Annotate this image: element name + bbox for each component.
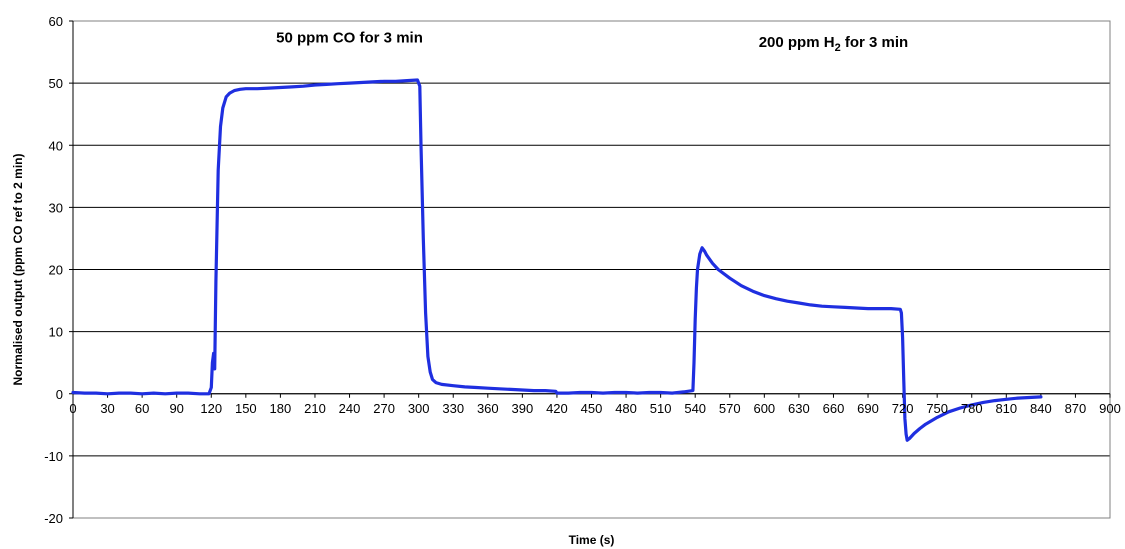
annotation-label: 200 ppm H2 for 3 min — [759, 34, 909, 54]
x-tick-label: 690 — [857, 401, 879, 416]
x-tick-label: 480 — [615, 401, 637, 416]
y-tick-label: -20 — [44, 511, 63, 526]
x-tick-label: 150 — [235, 401, 257, 416]
x-axis-title: Time (s) — [569, 533, 615, 547]
x-tick-label: 720 — [892, 401, 914, 416]
annotations: 50 ppm CO for 3 min 200 ppm H2 for 3 min — [276, 30, 908, 54]
x-tick-label: 570 — [719, 401, 741, 416]
x-tick-label: 660 — [823, 401, 845, 416]
x-tick-label: 390 — [512, 401, 534, 416]
x-tick-label: 870 — [1065, 401, 1087, 416]
y-tick-label: 30 — [49, 200, 63, 215]
series — [71, 78, 1043, 442]
x-tick-label: 840 — [1030, 401, 1052, 416]
y-tick-label: 20 — [49, 263, 63, 278]
y-axis-title: Normalised output (ppm CO ref to 2 min) — [11, 153, 25, 385]
x-tick-label: 30 — [100, 401, 114, 416]
x-tick-label: 330 — [442, 401, 464, 416]
y-tick-label: 0 — [56, 387, 63, 402]
series-line — [71, 78, 1043, 442]
x-tick-label: 450 — [581, 401, 603, 416]
x-tick-label: 780 — [961, 401, 983, 416]
x-tick-label: 750 — [926, 401, 948, 416]
x-tick-label: 120 — [200, 401, 222, 416]
y-tick-label: 50 — [49, 76, 63, 91]
x-tick-label: 240 — [339, 401, 361, 416]
x-tick-label: 420 — [546, 401, 568, 416]
x-tick-label: 60 — [135, 401, 149, 416]
x-tick-label: 360 — [477, 401, 499, 416]
x-tick-label: 270 — [373, 401, 395, 416]
x-tick-label: 180 — [270, 401, 292, 416]
x-tick-label: 210 — [304, 401, 326, 416]
y-tick-label: 40 — [49, 138, 63, 153]
x-tick-label: 630 — [788, 401, 810, 416]
x-tick-label: 540 — [684, 401, 706, 416]
x-tick-label: 300 — [408, 401, 430, 416]
gridlines — [73, 20, 1110, 457]
x-tick-label: 0 — [69, 401, 76, 416]
x-tick-label: 600 — [753, 401, 775, 416]
x-tick-label: 900 — [1099, 401, 1121, 416]
y-tick-label: -10 — [44, 449, 63, 464]
x-tick-label: 90 — [169, 401, 183, 416]
x-tick-label: 810 — [995, 401, 1017, 416]
x-tick-label: 510 — [650, 401, 672, 416]
y-tick-label: 10 — [49, 325, 63, 340]
y-tick-label: 60 — [49, 14, 63, 29]
annotation-label: 50 ppm CO for 3 min — [276, 30, 423, 47]
